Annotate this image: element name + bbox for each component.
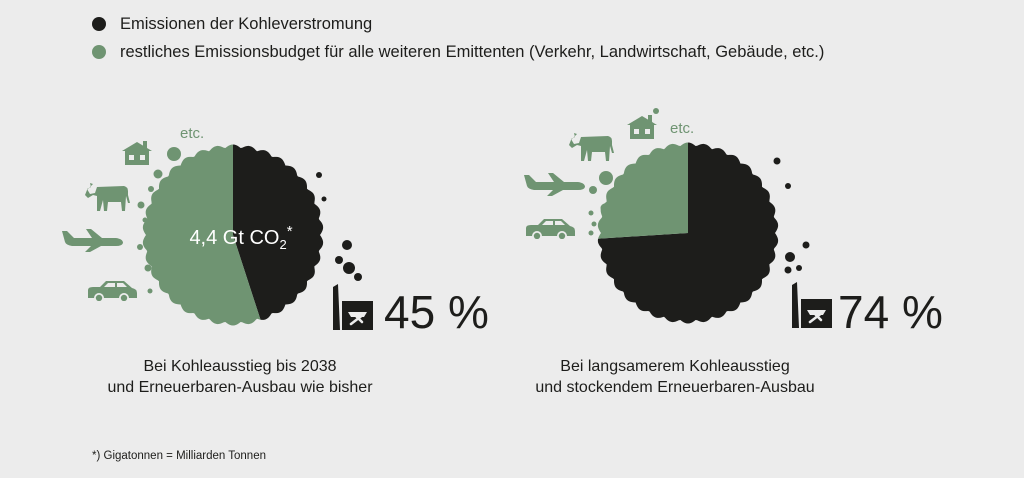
airplane-icon <box>524 173 585 196</box>
cow-icon <box>569 133 614 161</box>
pie-chart-2: etc. 74 % <box>524 108 943 338</box>
caption-1-line-1: Bei Kohleausstieg bis 2038 <box>143 358 337 375</box>
legend-label-rest: restliches Emissionsbudget für alle weit… <box>120 42 825 61</box>
caption-2: Bei langsamerem Kohleausstieg und stocke… <box>525 356 825 398</box>
decor-dot <box>588 210 594 216</box>
decor-dot <box>591 221 597 227</box>
decor-dot <box>343 262 355 274</box>
power-plant-icon <box>333 284 373 330</box>
pie-chart-1: etc. 45 % 4,4 Gt CO2* <box>62 125 489 338</box>
decor-dot <box>785 252 795 262</box>
decor-dot <box>588 230 594 236</box>
legend-item-coal: Emissionen der Kohleverstromung <box>92 10 824 38</box>
footnote: *) Gigatonnen = Milliarden Tonnen <box>92 450 266 462</box>
airplane-icon <box>62 229 123 252</box>
caption-1-line-2: und Erneuerbaren-Ausbau wie bisher <box>107 379 373 396</box>
decor-dot <box>600 203 610 213</box>
decor-dot <box>342 240 352 250</box>
decor-dot <box>142 217 148 223</box>
pie-slice-rest <box>597 142 688 240</box>
power-plant-icon <box>792 282 832 328</box>
etc-label: etc. <box>180 125 204 142</box>
legend-label-coal: Emissionen der Kohleverstromung <box>120 14 373 33</box>
decor-dot <box>147 288 153 294</box>
cow-icon <box>85 183 130 211</box>
car-icon <box>526 219 575 239</box>
legend: Emissionen der Kohleverstromung restlich… <box>92 10 824 66</box>
decor-dot <box>144 264 152 272</box>
decor-dot <box>589 186 597 194</box>
car-icon <box>88 281 137 301</box>
pie-slice-coal <box>597 142 779 324</box>
legend-item-rest: restliches Emissionsbudget für alle weit… <box>92 38 824 66</box>
decor-dot <box>153 169 163 179</box>
etc-label: etc. <box>670 120 694 137</box>
decor-dot <box>796 265 802 271</box>
percent-label: 74 % <box>838 286 943 338</box>
decor-dot <box>148 186 154 192</box>
caption-2-line-2: und stockendem Erneuerbaren-Ausbau <box>535 379 815 396</box>
decor-dot <box>784 266 792 274</box>
decor-dot <box>316 172 322 178</box>
legend-swatch-rest <box>92 45 106 59</box>
decor-dot <box>167 147 181 161</box>
decor-dot <box>785 183 791 189</box>
caption-2-line-1: Bei langsamerem Kohleausstieg <box>560 358 790 375</box>
decor-dot <box>137 244 143 250</box>
decor-dot <box>802 241 810 249</box>
house-icon <box>122 141 152 165</box>
house-icon <box>627 115 657 139</box>
decor-dot <box>137 201 145 209</box>
decor-dot <box>599 171 613 185</box>
legend-swatch-coal <box>92 17 106 31</box>
percent-label: 45 % <box>384 286 489 338</box>
caption-1: Bei Kohleausstieg bis 2038 und Erneuerba… <box>100 356 380 398</box>
decor-dot <box>653 108 659 114</box>
decor-dot <box>321 196 327 202</box>
decor-dot <box>335 256 343 264</box>
center-label: 4,4 Gt CO2* <box>189 223 292 252</box>
decor-dot <box>354 273 362 281</box>
pie-slice-rest <box>142 144 264 326</box>
decor-dot <box>773 157 781 165</box>
